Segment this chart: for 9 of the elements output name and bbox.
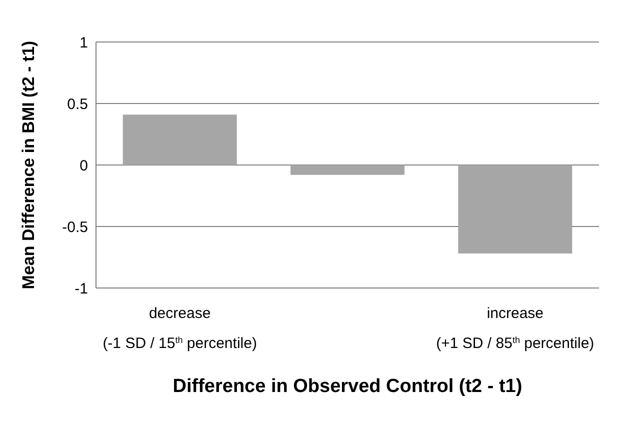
y-tick-label: 0	[80, 157, 88, 174]
x-tick-label: increase (+1 SD / 85$^{th}$ percentile)	[436, 305, 594, 352]
x-tick-label: decrease (-1 SD / 15$^{th}$ percentile)	[102, 305, 257, 352]
x-axis-title: Difference in Observed Control (t2 - t1)	[172, 376, 522, 397]
y-tick-label: -0.5	[62, 218, 88, 236]
y-axis-title: Mean Difference in BMI (t2 - t1)	[19, 40, 38, 290]
y-tick-label: 0.5	[67, 96, 88, 113]
y-tick-label: -1	[74, 280, 88, 298]
y-tick-label: 1	[80, 34, 88, 52]
